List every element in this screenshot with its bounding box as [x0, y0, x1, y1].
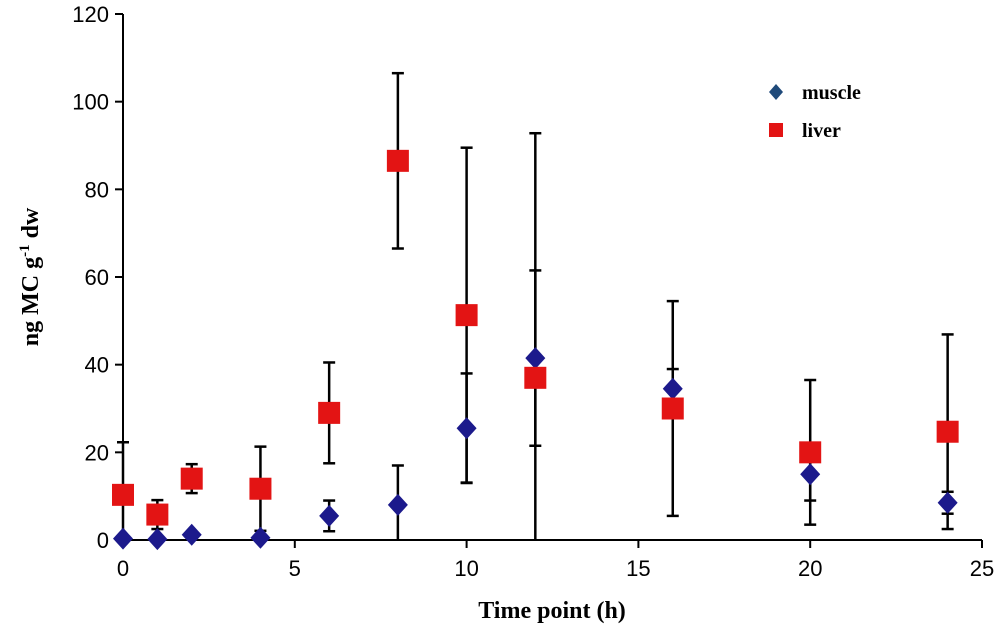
x-tick-label: 25: [970, 556, 994, 581]
markers: [112, 149, 959, 551]
y-axis-title-end: dw: [18, 207, 44, 244]
x-tick-label: 20: [798, 556, 822, 581]
data-point-liver: [661, 397, 684, 420]
data-point-muscle: [250, 526, 271, 549]
data-point-muscle: [147, 528, 168, 551]
data-point-muscle: [662, 377, 683, 400]
legend-label-liver: liver: [802, 120, 841, 142]
error-bars: [117, 71, 954, 540]
legend-marker-liver: [769, 123, 783, 137]
data-point-liver: [386, 149, 409, 172]
data-point-muscle: [456, 417, 477, 440]
error-bar-liver: [529, 131, 542, 540]
x-tick-label: 15: [626, 556, 650, 581]
y-tick-label: 60: [85, 265, 109, 290]
data-point-liver: [249, 477, 272, 500]
y-axis-title-main: ng MC g: [18, 257, 44, 346]
x-tick-label: 0: [117, 556, 129, 581]
data-point-muscle: [525, 347, 546, 370]
data-point-liver: [524, 366, 547, 389]
legend-label-muscle: muscle: [802, 82, 861, 104]
data-point-liver: [180, 467, 203, 490]
data-point-liver: [318, 401, 341, 424]
x-tick-label: 10: [454, 556, 478, 581]
y-axis-title: ng MC g-1 dw: [17, 207, 44, 346]
data-point-liver: [112, 483, 134, 506]
data-point-muscle: [387, 493, 408, 516]
y-tick-label: 100: [72, 90, 109, 115]
data-point-muscle: [319, 504, 340, 527]
y-tick-label: 40: [85, 353, 109, 378]
data-point-liver: [936, 420, 959, 443]
x-axis-title: Time point (h): [478, 598, 626, 624]
data-point-muscle: [181, 523, 202, 546]
y-axis-title-superscript: -1: [17, 244, 33, 257]
y-tick-label: 80: [85, 177, 109, 202]
data-point-liver: [146, 503, 169, 526]
y-tick-label: 0: [97, 528, 109, 553]
y-tick-label: 20: [85, 440, 109, 465]
data-point-muscle: [113, 527, 133, 550]
ticks: 0 20 40 60 80 100 120 0 5 10 15 20 25: [72, 2, 994, 581]
data-point-liver: [799, 441, 822, 464]
legend-marker-muscle: [769, 84, 783, 100]
legend: muscle liver: [769, 82, 861, 142]
data-point-muscle: [800, 463, 821, 486]
y-tick-label: 120: [72, 2, 109, 27]
data-point-muscle: [937, 491, 958, 514]
data-point-liver: [455, 304, 478, 327]
x-tick-label: 5: [289, 556, 301, 581]
